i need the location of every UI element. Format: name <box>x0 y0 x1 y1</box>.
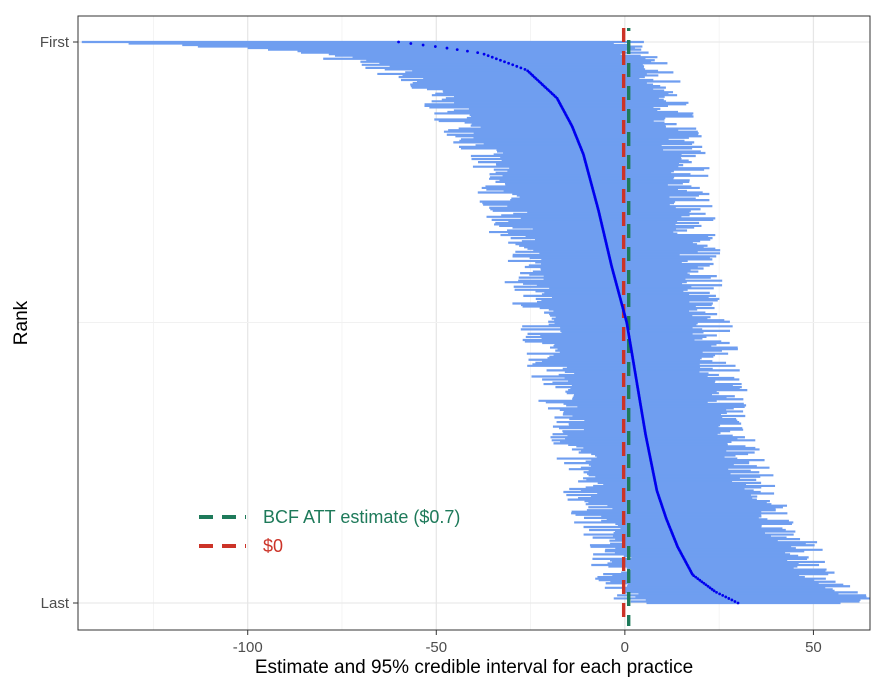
x-tick-label: 50 <box>805 639 822 656</box>
estimate-point <box>515 64 519 68</box>
legend-label-bcf: BCF ATT estimate ($0.7) <box>263 507 460 527</box>
estimate-point <box>733 600 737 603</box>
estimate-point <box>696 577 700 581</box>
estimate-point <box>721 593 725 597</box>
estimate-point <box>727 597 731 600</box>
estimate-point <box>486 54 490 58</box>
estimate-point <box>445 46 449 50</box>
estimate-point <box>718 592 722 596</box>
estimate-point <box>724 595 728 599</box>
estimate-point <box>409 42 413 45</box>
estimate-point <box>397 40 400 44</box>
estimate-point <box>523 67 527 71</box>
estimate-point <box>476 51 480 55</box>
estimate-point <box>706 584 710 588</box>
x-tick-label: -100 <box>233 639 263 656</box>
estimate-point <box>708 586 712 590</box>
plot-panel-border <box>77 15 871 631</box>
estimate-point <box>715 590 718 594</box>
estimate-point <box>700 580 704 584</box>
estimate-point <box>507 61 511 65</box>
x-tick-label: 0 <box>621 639 629 656</box>
estimate-point <box>490 55 494 59</box>
y-axis: First Last <box>40 34 78 612</box>
estimate-point <box>692 574 696 578</box>
estimate-point <box>503 60 506 64</box>
estimate-point <box>704 583 708 587</box>
credible-intervals <box>81 40 870 605</box>
estimate-point <box>482 52 486 56</box>
x-tick-label: -50 <box>425 639 447 656</box>
estimate-point <box>710 587 714 591</box>
estimate-point <box>519 66 523 70</box>
x-axis: -100 -50 0 50 <box>233 630 822 656</box>
y-tick-label: First <box>40 34 70 51</box>
estimate-point <box>736 601 740 605</box>
estimate-point <box>494 57 498 61</box>
estimate-point <box>694 575 698 579</box>
estimate-points <box>397 40 740 605</box>
estimate-point <box>433 45 437 48</box>
y-axis-title: Rank <box>11 300 32 345</box>
estimate-point <box>466 49 469 53</box>
estimate-point <box>455 48 459 52</box>
estimate-point <box>712 589 716 593</box>
x-axis-title: Estimate and 95% credible interval for e… <box>255 657 693 678</box>
estimate-point <box>511 63 515 67</box>
estimate-point <box>730 598 734 602</box>
legend: BCF ATT estimate ($0.7) $0 <box>199 507 460 556</box>
estimate-point <box>499 58 502 62</box>
estimate-point <box>698 578 702 582</box>
y-tick-label: Last <box>41 595 70 612</box>
estimate-point <box>421 43 425 47</box>
legend-label-zero: $0 <box>263 536 283 556</box>
estimate-point <box>702 581 706 585</box>
